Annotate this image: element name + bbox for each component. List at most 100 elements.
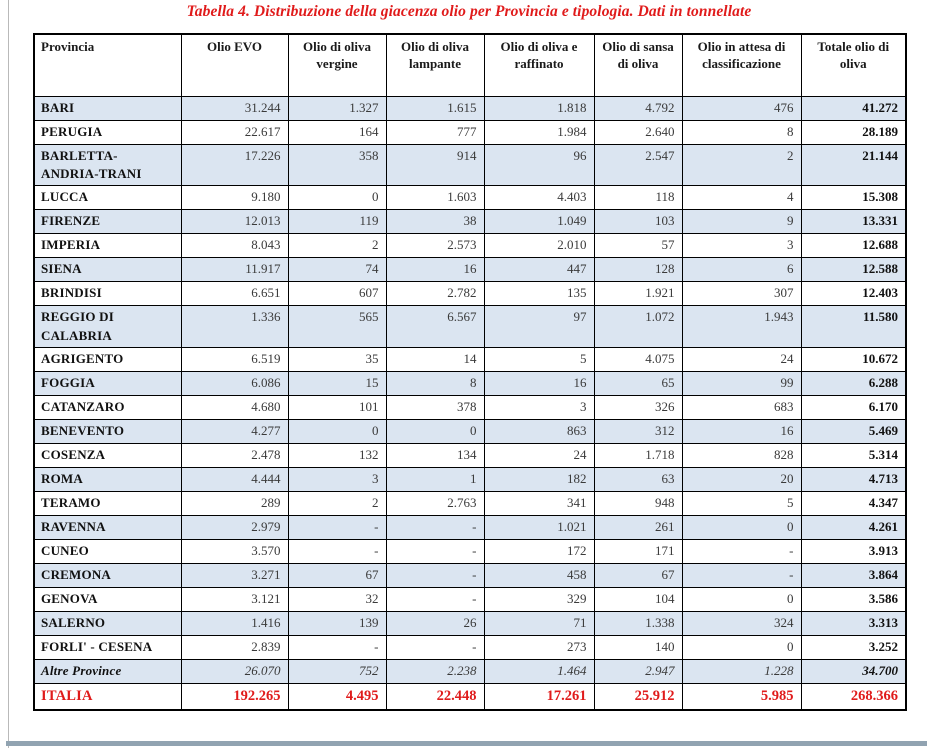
total-value-cell: 5.469 (800, 418, 907, 444)
table-row: PERUGIA 22.617 164 777 1.984 2.640 8 28.189 (33, 120, 907, 145)
value-cell: 140 (593, 634, 683, 660)
value-cell: 2.478 (180, 442, 289, 468)
value-cell: 1.718 (593, 442, 683, 468)
value-cell: 35 (287, 346, 387, 372)
value-cell: 4.403 (483, 185, 595, 211)
value-cell: 5 (681, 490, 802, 516)
value-cell: 96 (483, 143, 595, 187)
province-cell: BENEVENTO (33, 418, 182, 444)
province-cell: ROMA (33, 466, 182, 492)
value-cell: 0 (385, 418, 485, 444)
table-row: COSENZA 2.478 132 134 24 1.718 828 5.314 (33, 442, 907, 468)
value-cell: 0 (287, 418, 387, 444)
giacenza-olio-table: Provincia Olio EVO Olio di oliva vergine Ol… (33, 33, 907, 711)
value-cell: 8.043 (180, 233, 289, 259)
value-cell: 1.416 (180, 610, 289, 636)
value-cell: 1.072 (593, 305, 683, 348)
value-cell: 1.943 (681, 305, 802, 348)
value-cell: 8 (385, 370, 485, 396)
province-cell: PERUGIA (33, 120, 182, 145)
value-cell: 307 (681, 281, 802, 307)
value-cell: - (385, 514, 485, 540)
value-cell: 6.567 (385, 305, 485, 348)
horizontal-scrollbar[interactable] (6, 741, 927, 746)
value-cell: 777 (385, 120, 485, 145)
value-cell: 458 (483, 562, 595, 588)
value-cell: 2.010 (483, 233, 595, 259)
value-cell: 15 (287, 370, 387, 396)
value-cell: 341 (483, 490, 595, 516)
province-cell: BARI (33, 96, 182, 121)
table-body: BARI 31.244 1.327 1.615 1.818 4.792 476 41.272 P… (33, 96, 907, 711)
value-cell: 132 (287, 442, 387, 468)
value-cell: 9.180 (180, 185, 289, 211)
column-header: Olio di oliva lampante (385, 33, 485, 97)
total-value-cell: 28.189 (800, 120, 907, 145)
table-row: FIRENZE 12.013 119 38 1.049 103 9 13.331 (33, 209, 907, 235)
value-cell: 3.570 (180, 538, 289, 564)
value-cell: 4.075 (593, 346, 683, 372)
table-row: CATANZARO 4.680 101 378 3 326 683 6.170 (33, 394, 907, 420)
total-value-cell: 3.864 (800, 562, 907, 588)
page-edge-line (8, 0, 9, 748)
province-cell: AGRIGENTO (33, 346, 182, 372)
value-cell: 4 (681, 185, 802, 211)
value-cell: 2.238 (385, 658, 485, 684)
value-cell: 135 (483, 281, 595, 307)
value-cell: 2.547 (593, 143, 683, 187)
value-cell: 2 (287, 233, 387, 259)
value-cell: 3 (287, 466, 387, 492)
value-cell: 3 (681, 233, 802, 259)
value-cell: 261 (593, 514, 683, 540)
table-row: FORLI' - CESENA 2.839- -273 140 0 3.252 (33, 634, 907, 660)
value-cell: 1.984 (483, 120, 595, 145)
value-cell: 128 (593, 257, 683, 283)
value-cell: 565 (287, 305, 387, 348)
value-cell: 6.519 (180, 346, 289, 372)
value-cell: 22.448 (385, 682, 485, 711)
value-cell: 134 (385, 442, 485, 468)
value-cell: 74 (287, 257, 387, 283)
value-cell: 329 (483, 586, 595, 612)
province-cell: ITALIA (33, 682, 182, 711)
value-cell: 65 (593, 370, 683, 396)
value-cell: 1.228 (681, 658, 802, 684)
value-cell: 6 (681, 257, 802, 283)
province-cell: FOGGIA (33, 370, 182, 396)
table-row: LUCCA 9.180 0 1.603 4.403 118 4 15.308 (33, 185, 907, 211)
value-cell: 67 (287, 562, 387, 588)
value-cell: 378 (385, 394, 485, 420)
value-cell: - (681, 538, 802, 564)
total-value-cell: 15.308 (800, 185, 907, 211)
value-cell: 3.271 (180, 562, 289, 588)
table-row: BENEVENTO 4.277 0 0 863 312 16 5.469 (33, 418, 907, 444)
table-row: SALERNO 1.416 139 26 71 1.338 324 3.313 (33, 610, 907, 636)
value-cell: 273 (483, 634, 595, 660)
value-cell: - (385, 586, 485, 612)
total-value-cell: 3.586 (800, 586, 907, 612)
table-row: FOGGIA 6.086 15 8 16 65 99 6.288 (33, 370, 907, 396)
province-cell: IMPERIA (33, 233, 182, 259)
total-value-cell: 11.580 (800, 305, 907, 348)
value-cell: 752 (287, 658, 387, 684)
value-cell: 16 (385, 257, 485, 283)
total-value-cell: 3.313 (800, 610, 907, 636)
value-cell: 119 (287, 209, 387, 235)
value-cell: - (287, 634, 387, 660)
value-cell: 164 (287, 120, 387, 145)
value-cell: 607 (287, 281, 387, 307)
value-cell: - (287, 514, 387, 540)
value-cell: 4.277 (180, 418, 289, 444)
total-value-cell: 3.252 (800, 634, 907, 660)
value-cell: 312 (593, 418, 683, 444)
total-value-cell: 6.288 (800, 370, 907, 396)
value-cell: 32 (287, 586, 387, 612)
province-cell: FIRENZE (33, 209, 182, 235)
value-cell: 139 (287, 610, 387, 636)
value-cell: 26 (385, 610, 485, 636)
total-value-cell: 4.347 (800, 490, 907, 516)
value-cell: 3.121 (180, 586, 289, 612)
value-cell: - (385, 634, 485, 660)
value-cell: 5.985 (681, 682, 802, 711)
